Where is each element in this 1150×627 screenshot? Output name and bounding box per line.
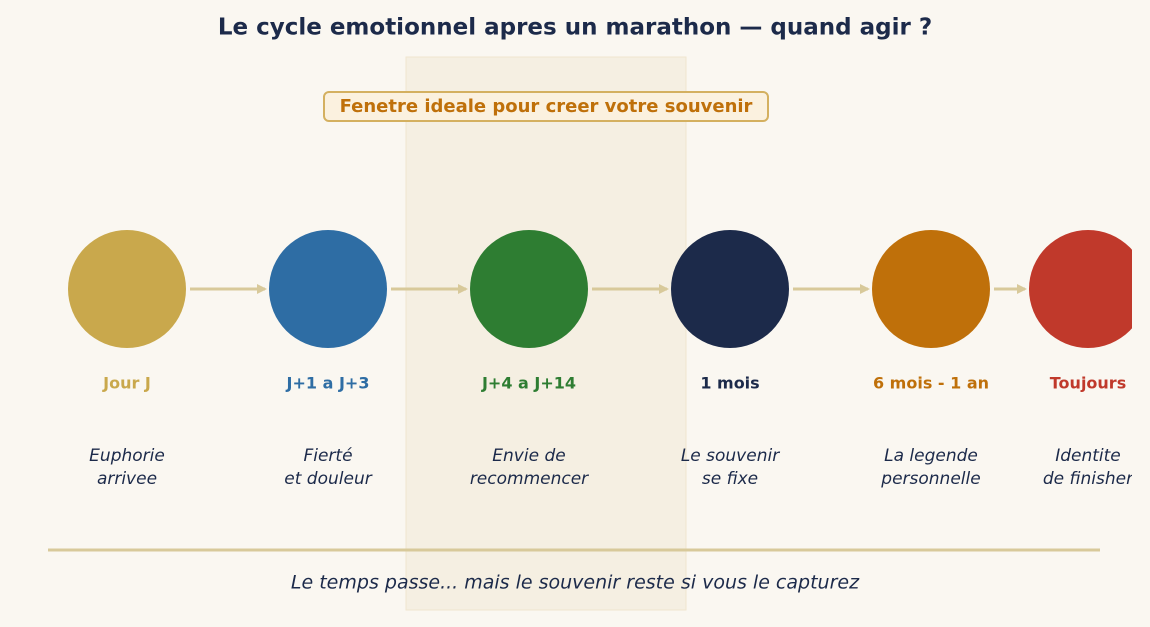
stage-description: Identite [1055,446,1121,466]
stage-label: J+1 a J+3 [286,374,370,393]
stage-label: J+4 a J+14 [481,374,576,393]
footer: Le temps passe... mais le souvenir reste… [291,572,860,594]
stage-description: arrivee [97,469,157,489]
stage-label: Toujours [1050,374,1126,393]
stage-description: Fierté [303,446,352,466]
stage-description: Le souvenir [681,446,780,466]
highlight-label-box [323,91,769,122]
stage-description: de finisher [1043,469,1134,489]
stage-circle [68,230,186,348]
stage-circle [671,230,789,348]
stage-description: Euphorie [89,446,165,466]
stage-circle [269,230,387,348]
title: Le cycle emotionnel apres un marathon — … [218,15,932,41]
stage-description: et douleur [284,469,372,489]
highlight-label: Fenetre ideale pour creer votre souvenir [340,96,753,117]
stage-description: se fixe [702,469,758,489]
timeline: Jour J Euphorie arrivee J+1 a J+3 Fierté et d… [68,230,1134,489]
stage-label: Jour J [102,374,151,393]
stage-circle [470,230,588,348]
stage-label: 6 mois - 1 an [873,374,989,393]
stage-circle [1029,230,1132,348]
stage-circle [872,230,990,348]
stage-description: Envie de [492,446,565,466]
stage-label: 1 mois [700,374,759,393]
stage-description: La legende [884,446,978,466]
stage-description: personnelle [880,469,980,489]
stage-description: recommencer [470,469,589,489]
